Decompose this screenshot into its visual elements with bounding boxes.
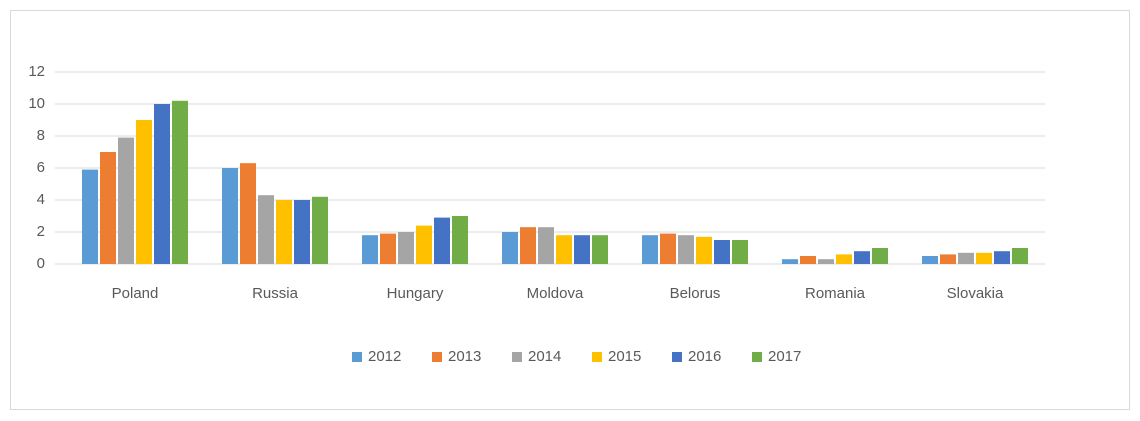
bar bbox=[380, 233, 396, 264]
y-tick-label: 4 bbox=[37, 191, 45, 208]
legend-swatch bbox=[592, 352, 602, 362]
legend-label: 2013 bbox=[448, 348, 481, 365]
x-tick-label: Russia bbox=[252, 285, 299, 302]
chart-border bbox=[10, 10, 1130, 410]
bar bbox=[520, 227, 536, 264]
x-tick-label: Hungary bbox=[387, 285, 444, 302]
bar bbox=[976, 252, 992, 264]
bar bbox=[362, 235, 378, 264]
bar bbox=[118, 137, 134, 264]
bar bbox=[592, 235, 608, 264]
legend-label: 2012 bbox=[368, 348, 401, 365]
bar bbox=[136, 120, 152, 264]
bar bbox=[276, 200, 292, 264]
bar bbox=[872, 248, 888, 264]
bar bbox=[660, 233, 676, 264]
bar bbox=[782, 259, 798, 264]
legend-label: 2015 bbox=[608, 348, 641, 365]
legend-label: 2014 bbox=[528, 348, 561, 365]
x-tick-label: Belorus bbox=[670, 285, 721, 302]
bar bbox=[836, 254, 852, 264]
bar bbox=[854, 251, 870, 264]
bar bbox=[538, 227, 554, 264]
bar bbox=[240, 163, 256, 264]
x-tick-label: Moldova bbox=[527, 285, 584, 302]
bar bbox=[398, 232, 414, 264]
bar bbox=[678, 235, 694, 264]
y-tick-label: 10 bbox=[28, 95, 45, 112]
bar bbox=[994, 251, 1010, 264]
bar bbox=[258, 195, 274, 264]
bar bbox=[574, 235, 590, 264]
bar bbox=[922, 256, 938, 264]
bar bbox=[172, 100, 188, 264]
bar bbox=[452, 216, 468, 264]
y-tick-label: 2 bbox=[37, 223, 45, 240]
legend-swatch bbox=[432, 352, 442, 362]
x-tick-label: Romania bbox=[805, 285, 866, 302]
bar bbox=[732, 240, 748, 264]
bar bbox=[556, 235, 572, 264]
y-tick-label: 8 bbox=[37, 127, 45, 144]
bar bbox=[642, 235, 658, 264]
legend-swatch bbox=[352, 352, 362, 362]
legend-swatch bbox=[512, 352, 522, 362]
bar bbox=[434, 217, 450, 264]
bar bbox=[154, 104, 170, 264]
bar bbox=[696, 236, 712, 264]
legend-label: 2016 bbox=[688, 348, 721, 365]
legend-swatch bbox=[752, 352, 762, 362]
bar bbox=[1012, 248, 1028, 264]
bar bbox=[416, 225, 432, 264]
bar bbox=[818, 259, 834, 264]
x-tick-label: Slovakia bbox=[947, 285, 1004, 302]
legend-swatch bbox=[672, 352, 682, 362]
bar bbox=[714, 240, 730, 264]
bar bbox=[800, 256, 816, 264]
bar bbox=[958, 252, 974, 264]
bar bbox=[312, 196, 328, 264]
y-tick-label: 12 bbox=[28, 63, 45, 80]
bar bbox=[100, 152, 116, 264]
x-tick-label: Poland bbox=[112, 285, 159, 302]
y-tick-label: 0 bbox=[37, 255, 45, 272]
y-tick-label: 6 bbox=[37, 159, 45, 176]
bar bbox=[82, 169, 98, 264]
bar bbox=[294, 200, 310, 264]
bar bbox=[940, 254, 956, 264]
bar bbox=[222, 168, 238, 264]
legend-label: 2017 bbox=[768, 348, 801, 365]
bar bbox=[502, 232, 518, 264]
